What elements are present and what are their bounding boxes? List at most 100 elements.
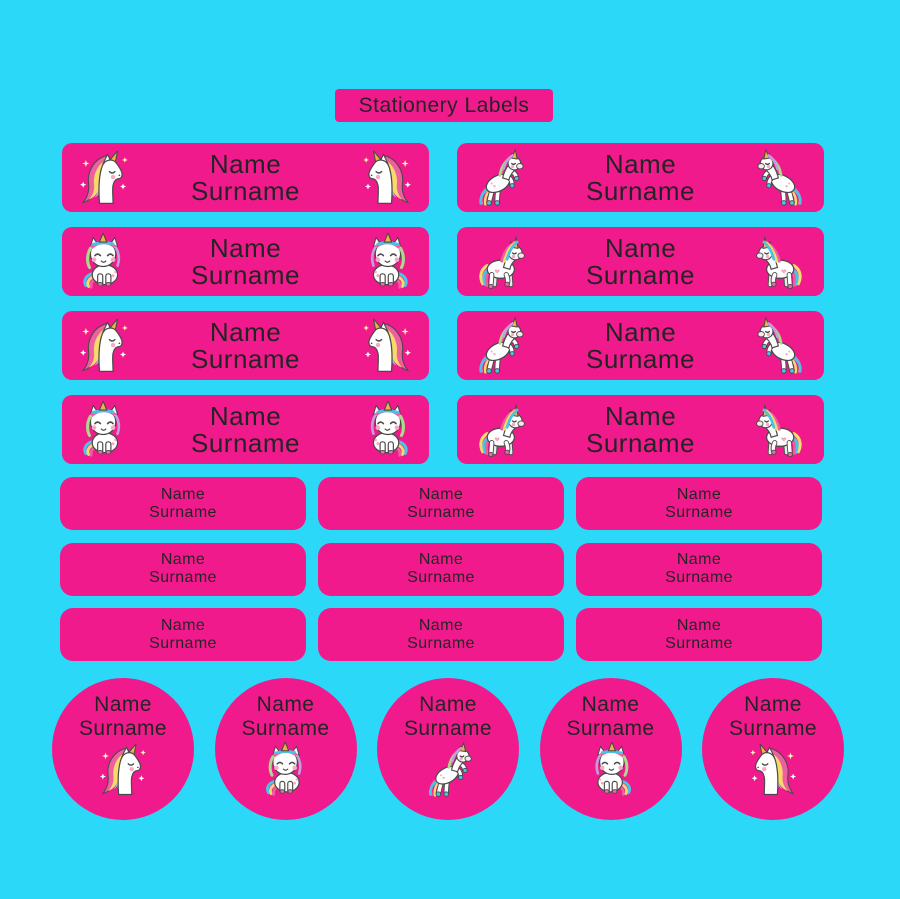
name-line: Name [604, 148, 677, 179]
unicorn-sitting-icon [370, 232, 408, 289]
name-line: Name [676, 551, 722, 568]
unicorn-standing-icon [470, 401, 528, 459]
unicorn-sitting-icon [370, 400, 408, 457]
label-name-text: Name Surname [404, 693, 492, 741]
surname-line: Surname [586, 343, 695, 374]
surname-line: Surname [586, 175, 695, 206]
medium-label[interactable]: Name Surname [60, 608, 306, 661]
round-labels-row: Name Surname Name Surname Name Surname Name… [52, 678, 844, 820]
label-name-text: Name Surname [149, 551, 217, 587]
name-line: Name [744, 693, 802, 716]
label-name-text: Name Surname [133, 148, 358, 206]
surname-line: Surname [665, 569, 733, 586]
name-line: Name [160, 616, 206, 634]
round-label[interactable]: Name Surname [214, 678, 357, 820]
name-line: Name [418, 551, 464, 568]
large-label[interactable]: Name Surname [457, 311, 824, 380]
surname-line: Surname [586, 427, 695, 458]
label-name-text: Name Surname [729, 693, 817, 741]
medium-label[interactable]: Name Surname [60, 477, 306, 530]
label-name-text: Name Surname [149, 617, 217, 653]
surname-line: Surname [665, 503, 733, 521]
name-line: Name [581, 693, 640, 716]
surname-line: Surname [728, 717, 817, 740]
label-name-text: Name Surname [528, 318, 753, 374]
name-line: Name [418, 485, 464, 503]
medium-label[interactable]: Name Surname [318, 542, 564, 596]
surname-line: Surname [407, 634, 475, 652]
label-name-text: Name Surname [528, 148, 753, 206]
surname-line: Surname [149, 503, 217, 521]
unicorn-prancing-icon [470, 317, 528, 375]
large-label[interactable]: Name Surname [62, 143, 429, 212]
label-name-text: Name Surname [566, 693, 654, 741]
name-line: Name [676, 616, 722, 634]
label-name-text: Name Surname [528, 232, 753, 290]
sheet-title: Stationery Labels [335, 89, 553, 122]
name-line: Name [209, 400, 282, 431]
surname-line: Surname [665, 634, 733, 652]
surname-line: Surname [191, 175, 300, 206]
unicorn-head-icon [362, 317, 412, 372]
label-name-text: Name Surname [149, 486, 217, 522]
name-line: Name [160, 485, 206, 503]
round-label[interactable]: Name Surname [377, 678, 519, 820]
medium-label[interactable]: Name Surname [60, 542, 306, 596]
medium-labels-grid: Name Surname Name Surname Name Surname Name… [60, 477, 822, 661]
label-name-text: Name Surname [665, 617, 733, 653]
unicorn-prancing-icon [753, 149, 811, 207]
name-line: Name [604, 232, 677, 263]
unicorn-head-icon [79, 149, 129, 204]
surname-line: Surname [586, 259, 695, 290]
round-label[interactable]: Name Surname [52, 678, 194, 820]
surname-line: Surname [407, 569, 475, 586]
name-line: Name [604, 400, 677, 431]
large-label[interactable]: Name Surname [62, 227, 429, 296]
medium-label[interactable]: Name Surname [318, 608, 564, 661]
large-label[interactable]: Name Surname [457, 227, 824, 296]
name-line: Name [209, 232, 282, 263]
name-line: Name [209, 148, 282, 179]
large-labels-grid: Name Surname Name Surname Name Surname Name… [62, 143, 824, 464]
round-label[interactable]: Name Surname [702, 678, 844, 820]
label-name-text: Name Surname [407, 486, 475, 522]
surname-line: Surname [407, 503, 475, 521]
label-name-text: Name Surname [79, 693, 167, 741]
name-line: Name [418, 616, 464, 634]
unicorn-sitting-icon [594, 742, 631, 797]
label-name-text: Name Surname [407, 617, 475, 653]
label-name-text: Name Surname [665, 551, 733, 587]
large-label[interactable]: Name Surname [457, 395, 824, 464]
medium-label[interactable]: Name Surname [318, 477, 564, 530]
label-name-text: Name Surname [407, 551, 475, 587]
large-label[interactable]: Name Surname [457, 143, 824, 212]
surname-line: Surname [191, 427, 300, 458]
unicorn-sitting-icon [83, 232, 121, 289]
medium-label[interactable]: Name Surname [576, 477, 822, 530]
label-name-text: Name Surname [241, 693, 329, 741]
unicorn-head-icon [749, 743, 797, 796]
medium-label[interactable]: Name Surname [576, 542, 822, 596]
surname-line: Surname [191, 259, 300, 290]
medium-label[interactable]: Name Surname [576, 608, 822, 661]
unicorn-standing-icon [470, 233, 528, 291]
surname-line: Surname [78, 717, 167, 740]
unicorn-head-icon [79, 317, 129, 372]
surname-line: Surname [149, 569, 217, 586]
unicorn-sitting-icon [265, 742, 302, 797]
unicorn-prancing-icon [470, 149, 528, 207]
large-label[interactable]: Name Surname [62, 395, 429, 464]
label-name-text: Name Surname [528, 400, 753, 458]
name-line: Name [160, 551, 206, 568]
surname-line: Surname [149, 634, 217, 652]
round-label[interactable]: Name Surname [539, 678, 682, 820]
name-line: Name [676, 485, 722, 503]
large-label[interactable]: Name Surname [62, 311, 429, 380]
name-line: Name [94, 693, 152, 716]
unicorn-head-icon [99, 743, 147, 796]
label-name-text: Name Surname [665, 486, 733, 522]
surname-line: Surname [191, 343, 300, 374]
surname-line: Surname [241, 717, 330, 740]
unicorn-sitting-icon [83, 400, 121, 457]
